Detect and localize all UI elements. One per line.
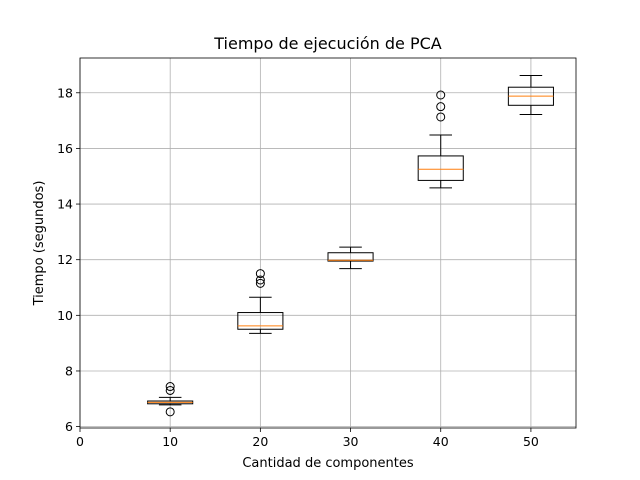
iqr-box (327, 252, 374, 262)
y-tick-label: 6 (65, 419, 73, 434)
y-tick-label: 16 (57, 141, 73, 156)
outlier-point (255, 278, 265, 288)
y-tick-label: 14 (57, 197, 73, 212)
y-tick-label: 12 (57, 252, 73, 267)
box-group (327, 246, 374, 270)
outlier-point (165, 407, 175, 417)
plot-frame (79, 57, 577, 429)
x-axis-label: Cantidad de componentes (242, 456, 414, 471)
boxes (147, 75, 554, 417)
y-axis-label: Tiempo (segundos) (32, 181, 47, 307)
outlier-point (255, 275, 265, 285)
iqr-box (237, 312, 284, 330)
outlier-point (165, 385, 175, 395)
x-tick-label: 40 (433, 434, 449, 449)
box-group (147, 382, 194, 417)
outlier-point (255, 269, 265, 279)
x-tick-label: 30 (343, 434, 359, 449)
x-tick-label: 50 (523, 434, 539, 449)
grid (79, 58, 576, 428)
y-tick-label: 18 (57, 85, 73, 100)
x-tick-label: 10 (162, 434, 178, 449)
x-tick-label: 20 (252, 434, 268, 449)
y-tick-label: 8 (65, 363, 73, 378)
outlier-point (436, 90, 446, 100)
iqr-box (417, 155, 464, 181)
outlier-point (436, 102, 446, 112)
box-group (417, 90, 464, 189)
chart-title: Tiempo de ejecución de PCA (213, 34, 442, 53)
y-tick-label: 10 (57, 308, 73, 323)
axis-ticks: 0 10 20 30 40 50 6 8 10 12 14 16 18 (57, 85, 539, 449)
outlier-point (165, 382, 175, 392)
box-group (237, 269, 284, 334)
x-tick-label: 0 (76, 434, 84, 449)
box-group (507, 75, 554, 115)
outlier-point (436, 112, 446, 122)
